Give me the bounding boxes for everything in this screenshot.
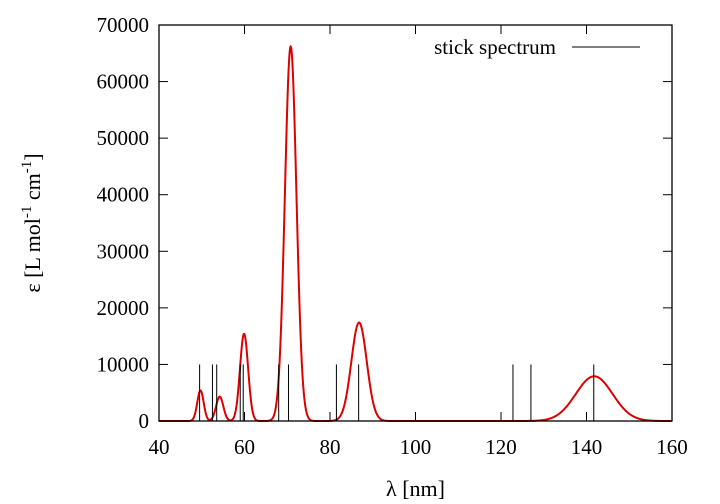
tick-label-layer: 40 60 80 100 120 140 160 0 10000 20000 30000 40000 5… xyxy=(97,13,688,459)
y-axis-label-end: ] xyxy=(20,153,45,160)
y-tick-label-40000: 40000 xyxy=(97,183,150,207)
x-tick-label-40: 40 xyxy=(149,435,170,459)
y-axis-label-main: ε [L mol xyxy=(20,218,45,292)
y-tick-label-50000: 50000 xyxy=(97,126,150,150)
y-tick-label-70000: 70000 xyxy=(97,13,150,37)
absorption-curve xyxy=(159,44,672,422)
y-axis-label: ε [L mol-1 cm-1] xyxy=(19,153,45,292)
x-tick-label-100: 100 xyxy=(400,435,432,459)
legend-label-stick-spectrum: stick spectrum xyxy=(434,35,556,59)
legend: stick spectrum xyxy=(434,35,640,59)
x-tick-label-60: 60 xyxy=(234,435,255,459)
y-tick-label-10000: 10000 xyxy=(97,352,150,376)
x-tick-label-160: 160 xyxy=(656,435,688,459)
y-axis-label-sup2: -1 xyxy=(19,161,35,174)
plot-frame xyxy=(158,24,673,422)
absorption-curve-layer xyxy=(159,44,672,422)
y-tick-label-20000: 20000 xyxy=(97,296,150,320)
x-axis-label: λ [nm] xyxy=(386,476,445,501)
y-axis-label-sup1: -1 xyxy=(19,206,35,219)
y-tick-label-0: 0 xyxy=(139,409,150,433)
y-tick-label-60000: 60000 xyxy=(97,70,150,94)
y-axis-label-mid: cm xyxy=(20,173,45,205)
tick-layer xyxy=(158,24,673,422)
x-tick-label-140: 140 xyxy=(571,435,603,459)
x-tick-label-80: 80 xyxy=(320,435,341,459)
y-tick-label-30000: 30000 xyxy=(97,239,150,263)
stick-layer xyxy=(199,364,595,421)
x-tick-label-120: 120 xyxy=(485,435,517,459)
